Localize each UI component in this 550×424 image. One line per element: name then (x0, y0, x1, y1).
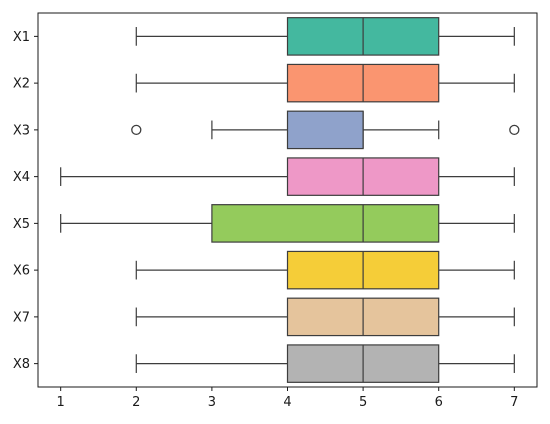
y-tick-label: X1 (13, 30, 30, 45)
x-tick-label: 2 (132, 395, 140, 410)
x-tick-label: 3 (208, 395, 216, 410)
outlier-point (509, 124, 520, 136)
y-tick-label: X8 (13, 357, 30, 372)
axes-layer: 1 2 3 4 5 6 7 X1 X2 X3 X4 X5 X6 X7 X8 (13, 12, 538, 410)
x-tick-label: 1 (57, 395, 65, 410)
box-group-x2 (135, 63, 515, 103)
y-tick-label: X7 (13, 310, 30, 325)
boxes-layer (60, 17, 520, 383)
y-tick-label: X2 (13, 77, 30, 92)
y-tick-label: X6 (13, 264, 30, 279)
x-tick-label: 4 (283, 395, 291, 410)
box-group-x3 (131, 110, 520, 150)
x-tick-label: 7 (510, 395, 518, 410)
box-group-x5 (60, 204, 515, 243)
box-group-x4 (60, 157, 515, 196)
box-group-x8 (135, 344, 515, 383)
iqr-box (286, 110, 364, 150)
box-group-x1 (135, 17, 515, 56)
y-tick-label: X3 (13, 123, 30, 138)
y-tick-label: X5 (13, 217, 30, 232)
iqr-box (211, 204, 440, 243)
box-group-x7 (135, 297, 515, 337)
x-tick-label: 6 (435, 395, 443, 410)
y-tick-label: X4 (13, 170, 30, 185)
box-group-x6 (135, 250, 515, 290)
outlier-point (131, 124, 142, 136)
x-tick-label: 5 (359, 395, 367, 410)
